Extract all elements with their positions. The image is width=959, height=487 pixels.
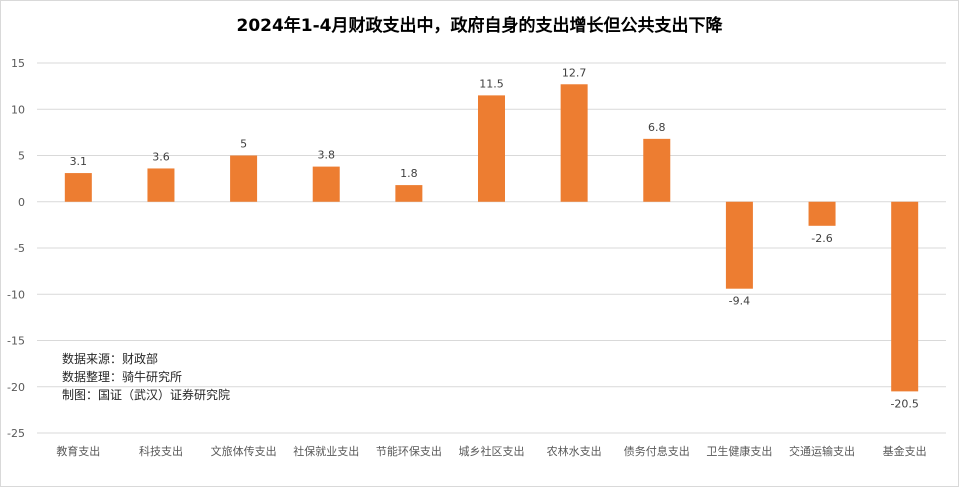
data-label: 11.5 <box>479 77 504 90</box>
category-label: 节能环保支出 <box>376 444 442 458</box>
bar <box>312 166 340 202</box>
category-label: 社保就业支出 <box>293 444 359 458</box>
data-label: -20.5 <box>890 397 918 410</box>
category-label: 卫生健康支出 <box>706 444 772 458</box>
category-label: 交通运输支出 <box>789 444 855 458</box>
data-label: 1.8 <box>400 167 418 180</box>
category-label: 科技支出 <box>139 444 183 458</box>
category-label: 文旅体传支出 <box>211 444 277 458</box>
y-tick-label: 0 <box>18 196 25 209</box>
y-tick-label: 10 <box>11 103 25 116</box>
bar <box>395 185 423 202</box>
category-label: 债务付息支出 <box>624 444 690 458</box>
data-label: 3.8 <box>317 149 335 162</box>
data-label: 3.1 <box>70 155 88 168</box>
bar <box>808 201 836 226</box>
category-label: 基金支出 <box>883 444 927 458</box>
made-by-note: 制图：国证（武汉）证券研究院 <box>62 388 231 402</box>
y-tick-label: -15 <box>7 335 25 348</box>
y-tick-label: -25 <box>7 427 25 440</box>
data-label: -2.6 <box>811 232 832 245</box>
data-label: 5 <box>240 138 247 151</box>
y-tick-label: -20 <box>7 381 25 394</box>
bar <box>560 84 588 202</box>
data-label: 6.8 <box>648 121 666 134</box>
y-tick-label: 15 <box>11 57 25 70</box>
bar <box>147 168 175 202</box>
bar <box>230 155 258 202</box>
source-notes: 数据来源：财政部 数据整理：骑牛研究所 制图：国证（武汉）证券研究院 <box>62 350 230 404</box>
y-tick-label: 5 <box>18 150 25 163</box>
compiled-note: 数据整理：骑牛研究所 <box>62 370 183 384</box>
data-label: -9.4 <box>729 295 750 308</box>
data-label: 3.6 <box>152 150 170 163</box>
y-tick-label: -5 <box>14 242 25 255</box>
bar <box>725 201 753 289</box>
category-label: 教育支出 <box>56 444 100 458</box>
y-tick-label: -10 <box>7 288 25 301</box>
bar <box>891 201 919 392</box>
chart-title: 2024年1-4月财政支出中，政府自身的支出增长但公共支出下降 <box>236 16 723 36</box>
bar <box>643 138 671 202</box>
category-label: 城乡社区支出 <box>459 444 525 458</box>
source-note: 数据来源：财政部 <box>62 352 159 366</box>
data-label: 12.7 <box>562 66 587 79</box>
category-label: 农林水支出 <box>547 444 602 458</box>
bar <box>64 173 92 202</box>
bar <box>478 95 505 202</box>
